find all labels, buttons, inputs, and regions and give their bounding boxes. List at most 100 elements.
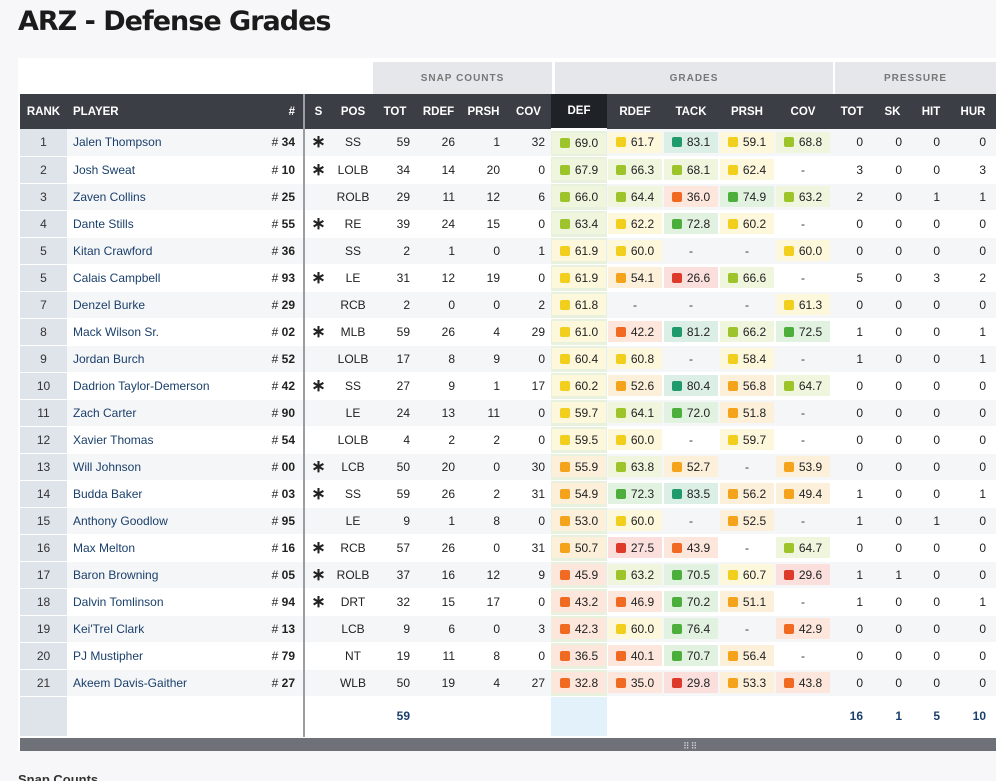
table-row[interactable]: 4 Dante Stills # 55 ∗ RE 39 24 15 0 63.4 62.2 72.8 6… — [20, 210, 996, 238]
player-name-link[interactable]: Max Melton — [67, 534, 217, 562]
player-name-link[interactable]: PJ Mustipher — [67, 642, 217, 670]
rank-cell: 12 — [20, 426, 67, 454]
table-row[interactable]: 21 Akeem Davis-Gaither # 27 WLB 50 19 4 27 32.8 3… — [20, 669, 996, 697]
table-row[interactable]: 19 Kei'Trel Clark # 13 LCB 9 6 0 3 42.3 60.0 76.4-… — [20, 615, 996, 643]
col-grade-tack[interactable]: TACK — [663, 94, 719, 129]
grade-chip: 46.9 — [608, 591, 662, 612]
snap-rdef-cell: 16 — [416, 561, 461, 589]
col-snap-tot[interactable]: TOT — [374, 94, 416, 129]
grade-def-cell: 61.9 — [551, 264, 607, 292]
grade-value: 32.8 — [574, 675, 599, 690]
col-rank[interactable]: RANK — [20, 94, 67, 129]
table-row[interactable]: 1 Jalen Thompson # 34 ∗ SS 59 26 1 32 69.0 61.7 83.… — [20, 129, 996, 157]
player-name-link[interactable]: Zaven Collins — [67, 183, 217, 211]
col-pressure-hit[interactable]: HIT — [912, 94, 950, 129]
hash-label: # — [271, 270, 282, 285]
col-pressure-tot[interactable]: TOT — [831, 94, 873, 129]
player-name-link[interactable]: Kitan Crawford — [67, 237, 217, 265]
table-row[interactable]: 17 Baron Browning # 05 ∗ ROLB 37 16 12 9 45.9 63.2… — [20, 561, 996, 589]
table-row[interactable]: 8 Mack Wilson Sr. # 02 ∗ MLB 59 26 4 29 61.0 42.2 8… — [20, 318, 996, 346]
table-row[interactable]: 13 Will Johnson # 00 ∗ LCB 50 20 0 30 55.9 63.8 52.… — [20, 453, 996, 481]
pressure-hit-cell: 0 — [912, 534, 950, 562]
player-name-link[interactable]: Will Johnson — [67, 453, 217, 481]
table-row[interactable]: 16 Max Melton # 16 ∗ RCB 57 26 0 31 50.7 27.5 43.9-… — [20, 534, 996, 562]
player-name-link[interactable]: Jalen Thompson — [67, 129, 217, 157]
table-row[interactable]: 14 Budda Baker # 03 ∗ SS 59 26 2 31 54.9 72.3 83.5 5… — [20, 480, 996, 508]
grade-chip: - — [664, 429, 718, 450]
group-pressure: PRESSURE — [835, 62, 996, 94]
col-pressure-sk[interactable]: SK — [873, 94, 912, 129]
table-row[interactable]: 10 Dadrion Taylor-Demerson # 42 ∗ SS 27 9 1 17 60… — [20, 372, 996, 400]
totals-pressure-tot: 16 — [831, 695, 873, 737]
player-name-link[interactable]: Xavier Thomas — [67, 426, 217, 454]
grade-color-square-icon — [559, 677, 570, 688]
grade-value: 69.0 — [574, 136, 599, 150]
table-row[interactable]: 2 Josh Sweat # 10 ∗ LOLB 34 14 20 0 67.9 66.3 68.1 6… — [20, 156, 996, 184]
col-grade-rdef[interactable]: RDEF — [607, 94, 663, 129]
col-snap-prsh[interactable]: PRSH — [461, 94, 506, 129]
grade-chip: 60.0 — [776, 240, 830, 261]
player-name-link[interactable]: Josh Sweat — [67, 156, 217, 184]
col-number[interactable]: # — [217, 94, 305, 129]
snap-cov-cell: 2 — [506, 291, 551, 319]
table-row[interactable]: 12 Xavier Thomas # 54 LOLB 4 2 2 0 59.5 60.0-59.7… — [20, 426, 996, 454]
horizontal-scrollbar[interactable] — [20, 738, 996, 751]
table-row[interactable]: 20 PJ Mustipher # 79 NT 19 11 8 0 36.5 40.1 70.7 56… — [20, 642, 996, 670]
grade-prsh-cell: - — [719, 291, 775, 319]
player-name-link[interactable]: Budda Baker — [67, 480, 217, 508]
col-pressure-hur[interactable]: HUR — [950, 94, 996, 129]
col-grade-prsh[interactable]: PRSH — [719, 94, 775, 129]
grade-prsh-cell: - — [719, 453, 775, 481]
table-row[interactable]: 3 Zaven Collins # 25 ROLB 29 11 12 6 66.0 64.4 36.… — [20, 183, 996, 211]
player-name-link[interactable]: Mack Wilson Sr. — [67, 318, 217, 346]
table-row[interactable]: 7 Denzel Burke # 29 RCB 2 0 0 2 61.8- - -61.3 0 0 0 0 — [20, 291, 996, 319]
position-cell: LE — [332, 264, 374, 292]
table-row[interactable]: 5 Kitan Crawford # 36 SS 2 1 0 1 61.9 60.0- -60.0 0… — [20, 237, 996, 265]
jersey-number-cell: # 13 — [217, 615, 305, 643]
player-name-link[interactable]: Zach Carter — [67, 399, 217, 427]
player-name-link[interactable]: Kei'Trel Clark — [67, 615, 217, 643]
rank-cell: 1 — [20, 129, 67, 157]
col-position[interactable]: POS — [332, 94, 374, 129]
grade-color-square-icon — [615, 623, 626, 634]
player-name-link[interactable]: Calais Campbell — [67, 264, 217, 292]
grade-value: 53.9 — [798, 459, 823, 474]
grade-value: 54.9 — [574, 486, 599, 501]
player-name-link[interactable]: Baron Browning — [67, 561, 217, 589]
table-row[interactable]: 15 Anthony Goodlow # 95 LE 9 1 8 0 53.0 60.0-52.5… — [20, 507, 996, 535]
col-grade-cov[interactable]: COV — [775, 94, 831, 129]
grade-value: 52.6 — [630, 378, 655, 393]
player-name-link[interactable]: Akeem Davis-Gaither — [67, 669, 217, 697]
scroll-grip-icon[interactable]: ⠿⠿ — [683, 741, 699, 751]
table-row[interactable]: 11 Zach Carter # 90 LE 24 13 11 0 59.7 64.1 72.0 51… — [20, 399, 996, 427]
col-player[interactable]: PLAYER — [67, 94, 217, 129]
col-snap-cov[interactable]: COV — [506, 94, 551, 129]
col-grade-def[interactable]: DEF — [551, 94, 607, 131]
player-name-link[interactable]: Dadrion Taylor-Demerson — [67, 372, 217, 400]
grade-chip: 76.4 — [664, 618, 718, 639]
grade-color-square-icon — [727, 515, 738, 526]
player-name-link[interactable]: Anthony Goodlow — [67, 507, 217, 535]
snap-tot-cell: 19 — [374, 642, 416, 670]
player-name-link[interactable]: Jordan Burch — [67, 345, 217, 373]
col-starter[interactable]: S — [304, 94, 332, 129]
grade-chip: 72.8 — [664, 213, 718, 234]
player-name-link[interactable]: Dalvin Tomlinson — [67, 588, 217, 616]
grade-chip: 66.0 — [552, 186, 606, 207]
position-cell: SS — [332, 129, 374, 157]
grade-value: 53.3 — [742, 675, 767, 690]
player-name-link[interactable]: Dante Stills — [67, 210, 217, 238]
pressure-tot-cell: 1 — [831, 345, 873, 373]
rank-cell: 20 — [20, 642, 67, 670]
grade-chip: 70.2 — [664, 591, 718, 612]
grade-cov-cell: 68.8 — [775, 129, 831, 157]
pressure-tot-cell: 0 — [831, 372, 873, 400]
table-row[interactable]: 18 Dalvin Tomlinson # 94 ∗ DRT 32 15 17 0 43.2 46.… — [20, 588, 996, 616]
table-row[interactable]: 9 Jordan Burch # 52 LOLB 17 8 9 0 60.4 60.8-58.4-… — [20, 345, 996, 373]
table-row[interactable]: 5 Calais Campbell # 93 ∗ LE 31 12 19 0 61.9 54.1 26… — [20, 264, 996, 292]
pressure-tot-cell: 3 — [831, 156, 873, 184]
pressure-sk-cell: 0 — [873, 210, 912, 238]
player-name-link[interactable]: Denzel Burke — [67, 291, 217, 319]
position-cell: SS — [332, 372, 374, 400]
col-snap-rdef[interactable]: RDEF — [416, 94, 461, 129]
